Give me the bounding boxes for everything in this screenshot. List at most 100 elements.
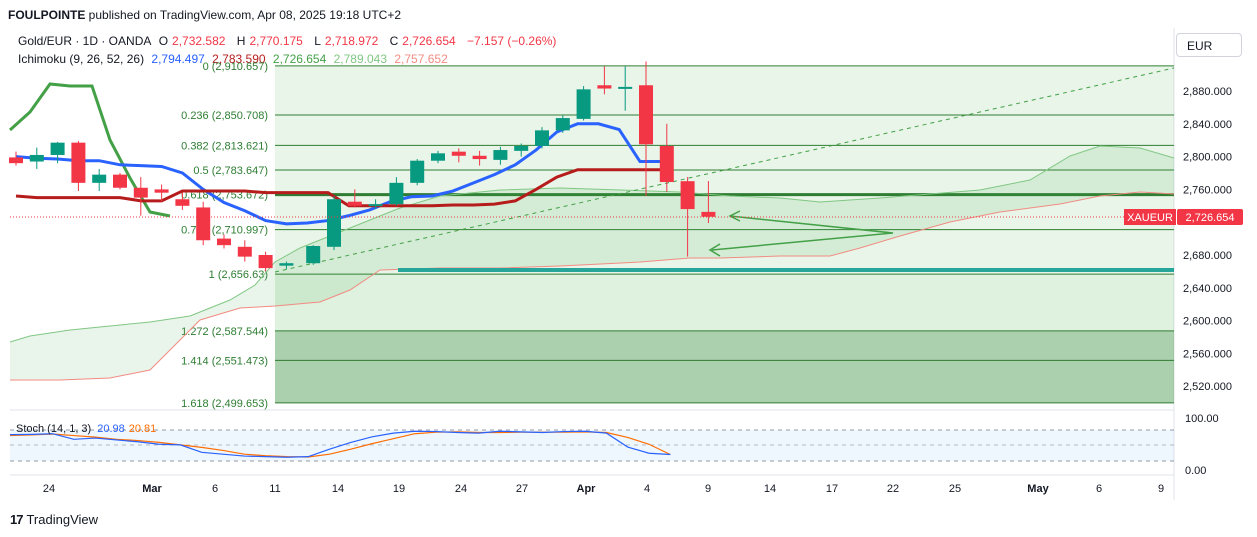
publisher-name: FOULPOINTE: [8, 8, 86, 22]
ichimoku-legend: Ichimoku (9, 26, 52, 26) 2,794.497 2,783…: [18, 52, 452, 66]
candlesticks[interactable]: [9, 61, 716, 272]
stoch-k-line: [9, 430, 671, 458]
symbol-name[interactable]: Gold/EUR · 1D · OANDA: [18, 34, 152, 48]
price-axis-label: 2,520.000: [1183, 381, 1232, 393]
fib-trend-line[interactable]: [274, 67, 1175, 273]
time-axis-label: 14: [332, 483, 344, 495]
price-axis-label: 2,680.000: [1183, 250, 1232, 262]
senkou-span-b-line: [10, 191, 1175, 381]
fib-level-label: 1.618 (2,499.653): [181, 398, 268, 410]
symbol-tag-bg: [1124, 209, 1176, 225]
fib-level-label: 0.5 (2,783.647): [193, 165, 268, 177]
candle-body: [347, 201, 362, 206]
candle-body: [639, 85, 653, 145]
stochastic-lines: [9, 430, 671, 458]
stoch-axis-100: 100.00: [1185, 413, 1219, 425]
time-axis-label: 25: [949, 483, 961, 495]
candle-body: [535, 130, 549, 146]
candle-body: [50, 142, 65, 155]
price-axis-label: 2,840.000: [1183, 119, 1232, 131]
senkou-span-a-line: [9, 145, 1175, 343]
time-axis-label: 24: [455, 483, 467, 495]
fib-zone-lower: [275, 330, 1174, 403]
fib-level-label: 1.272 (2,587.544): [181, 326, 268, 338]
candle-body: [154, 189, 169, 193]
ichimoku-cloud: [9, 145, 1175, 381]
candle-body: [514, 145, 529, 151]
tv-logo-icon: 17: [10, 512, 24, 527]
candle-body: [71, 142, 86, 183]
candle-body: [451, 151, 466, 156]
candle-body: [133, 187, 148, 198]
fib-retracement[interactable]: 0 (2,910.657) 0.236 (2,850.708) 0.382 (2,8…: [181, 61, 1174, 410]
candle-body: [92, 174, 107, 183]
candle-body: [279, 263, 294, 266]
candle-body: [659, 145, 674, 183]
candle-body: [431, 153, 445, 161]
ohlc-open: O 2,732.582: [158, 34, 226, 48]
time-axis-label: 22: [887, 483, 899, 495]
candle-body: [472, 155, 487, 160]
candle-body: [493, 150, 508, 160]
arrowhead-lower-icon: [708, 243, 721, 257]
candle-body: [327, 199, 341, 247]
fib-level-label: 1 (2,656.63): [209, 269, 268, 281]
price-axis-label: 2,560.000: [1183, 348, 1232, 360]
candle-body: [306, 245, 321, 264]
fib-level-label: 1.414 (2,551.473): [181, 355, 268, 367]
stoch-band: [10, 430, 1174, 461]
candle-body: [410, 160, 425, 183]
ohlc-high: H 2,770.175: [236, 34, 303, 48]
stoch-d-value: 20.81: [129, 423, 157, 435]
kijun-line: [15, 168, 661, 208]
symbol-legend: Gold/EUR · 1D · OANDA O 2,732.582 H 2,770.…: [18, 34, 560, 48]
price-tag: 2,726.654: [1186, 212, 1235, 224]
projection-arrow[interactable]: [711, 215, 894, 251]
time-axis-label: May: [1027, 483, 1049, 495]
time-axis[interactable]: 24 Mar 6 11 14 19 24 27 Apr 4 9 14 17 22 25 May 6 9: [43, 483, 1164, 495]
candle-body: [237, 246, 252, 257]
time-axis-label: 6: [1096, 483, 1102, 495]
candle-body: [175, 199, 190, 206]
price-axis-label: 2,640.000: [1183, 283, 1232, 295]
price-axis[interactable]: 2,880.000 2,840.000 2,800.000 2,760.000 2,68…: [1183, 86, 1232, 393]
candle-body: [196, 207, 211, 241]
time-axis-label: 6: [212, 483, 218, 495]
fib-zone-mid: [275, 274, 1174, 331]
tradingview-logo: 17 TradingView: [10, 512, 99, 527]
price-tag-bg: [1177, 209, 1243, 225]
arrowhead-upper-icon: [728, 210, 741, 222]
publish-header: FOULPOINTE published on TradingView.com,…: [8, 8, 401, 22]
candle-body: [555, 118, 570, 131]
stoch-axis-0: 0.00: [1185, 465, 1206, 477]
stoch-legend: Stoch (14, 1, 3) 20.98 20.81: [16, 423, 156, 435]
ohlc-close: C 2,726.654: [389, 34, 456, 48]
price-axis-label: 2,880.000: [1183, 86, 1232, 98]
candle-body: [701, 211, 716, 217]
time-axis-label: 27: [516, 483, 528, 495]
cloud-fill: [10, 146, 1174, 380]
candle-body: [113, 174, 127, 188]
fib-level-label: 0.236 (2,850.708): [181, 110, 268, 122]
time-axis-label: Mar: [142, 483, 162, 495]
candle-body: [597, 85, 612, 89]
kijun-sen: [15, 168, 661, 208]
ichimoku-tenkan: 2,794.497: [151, 52, 205, 66]
time-axis-label: Apr: [577, 483, 597, 495]
fib-level-label: 0.382 (2,813.621): [181, 140, 268, 152]
price-axis-label: 2,600.000: [1183, 316, 1232, 328]
ohlc-low: L 2,718.972: [314, 34, 379, 48]
currency-button[interactable]: EUR: [1176, 33, 1242, 57]
ichimoku-label[interactable]: Ichimoku (9, 26, 52, 26): [18, 52, 145, 66]
candle-body: [217, 238, 231, 246]
price-axis-label: 2,800.000: [1183, 152, 1232, 164]
time-axis-label: 4: [644, 483, 650, 495]
time-axis-label: 24: [43, 483, 55, 495]
publish-info: published on TradingView.com, Apr 08, 20…: [85, 8, 401, 22]
candle-body: [368, 204, 383, 207]
ichimoku-chikou: 2,726.654: [272, 52, 327, 66]
stoch-label: Stoch (14, 1, 3): [16, 423, 91, 435]
symbol-tag: XAUEUR: [1127, 212, 1173, 224]
candle-body: [258, 255, 273, 269]
